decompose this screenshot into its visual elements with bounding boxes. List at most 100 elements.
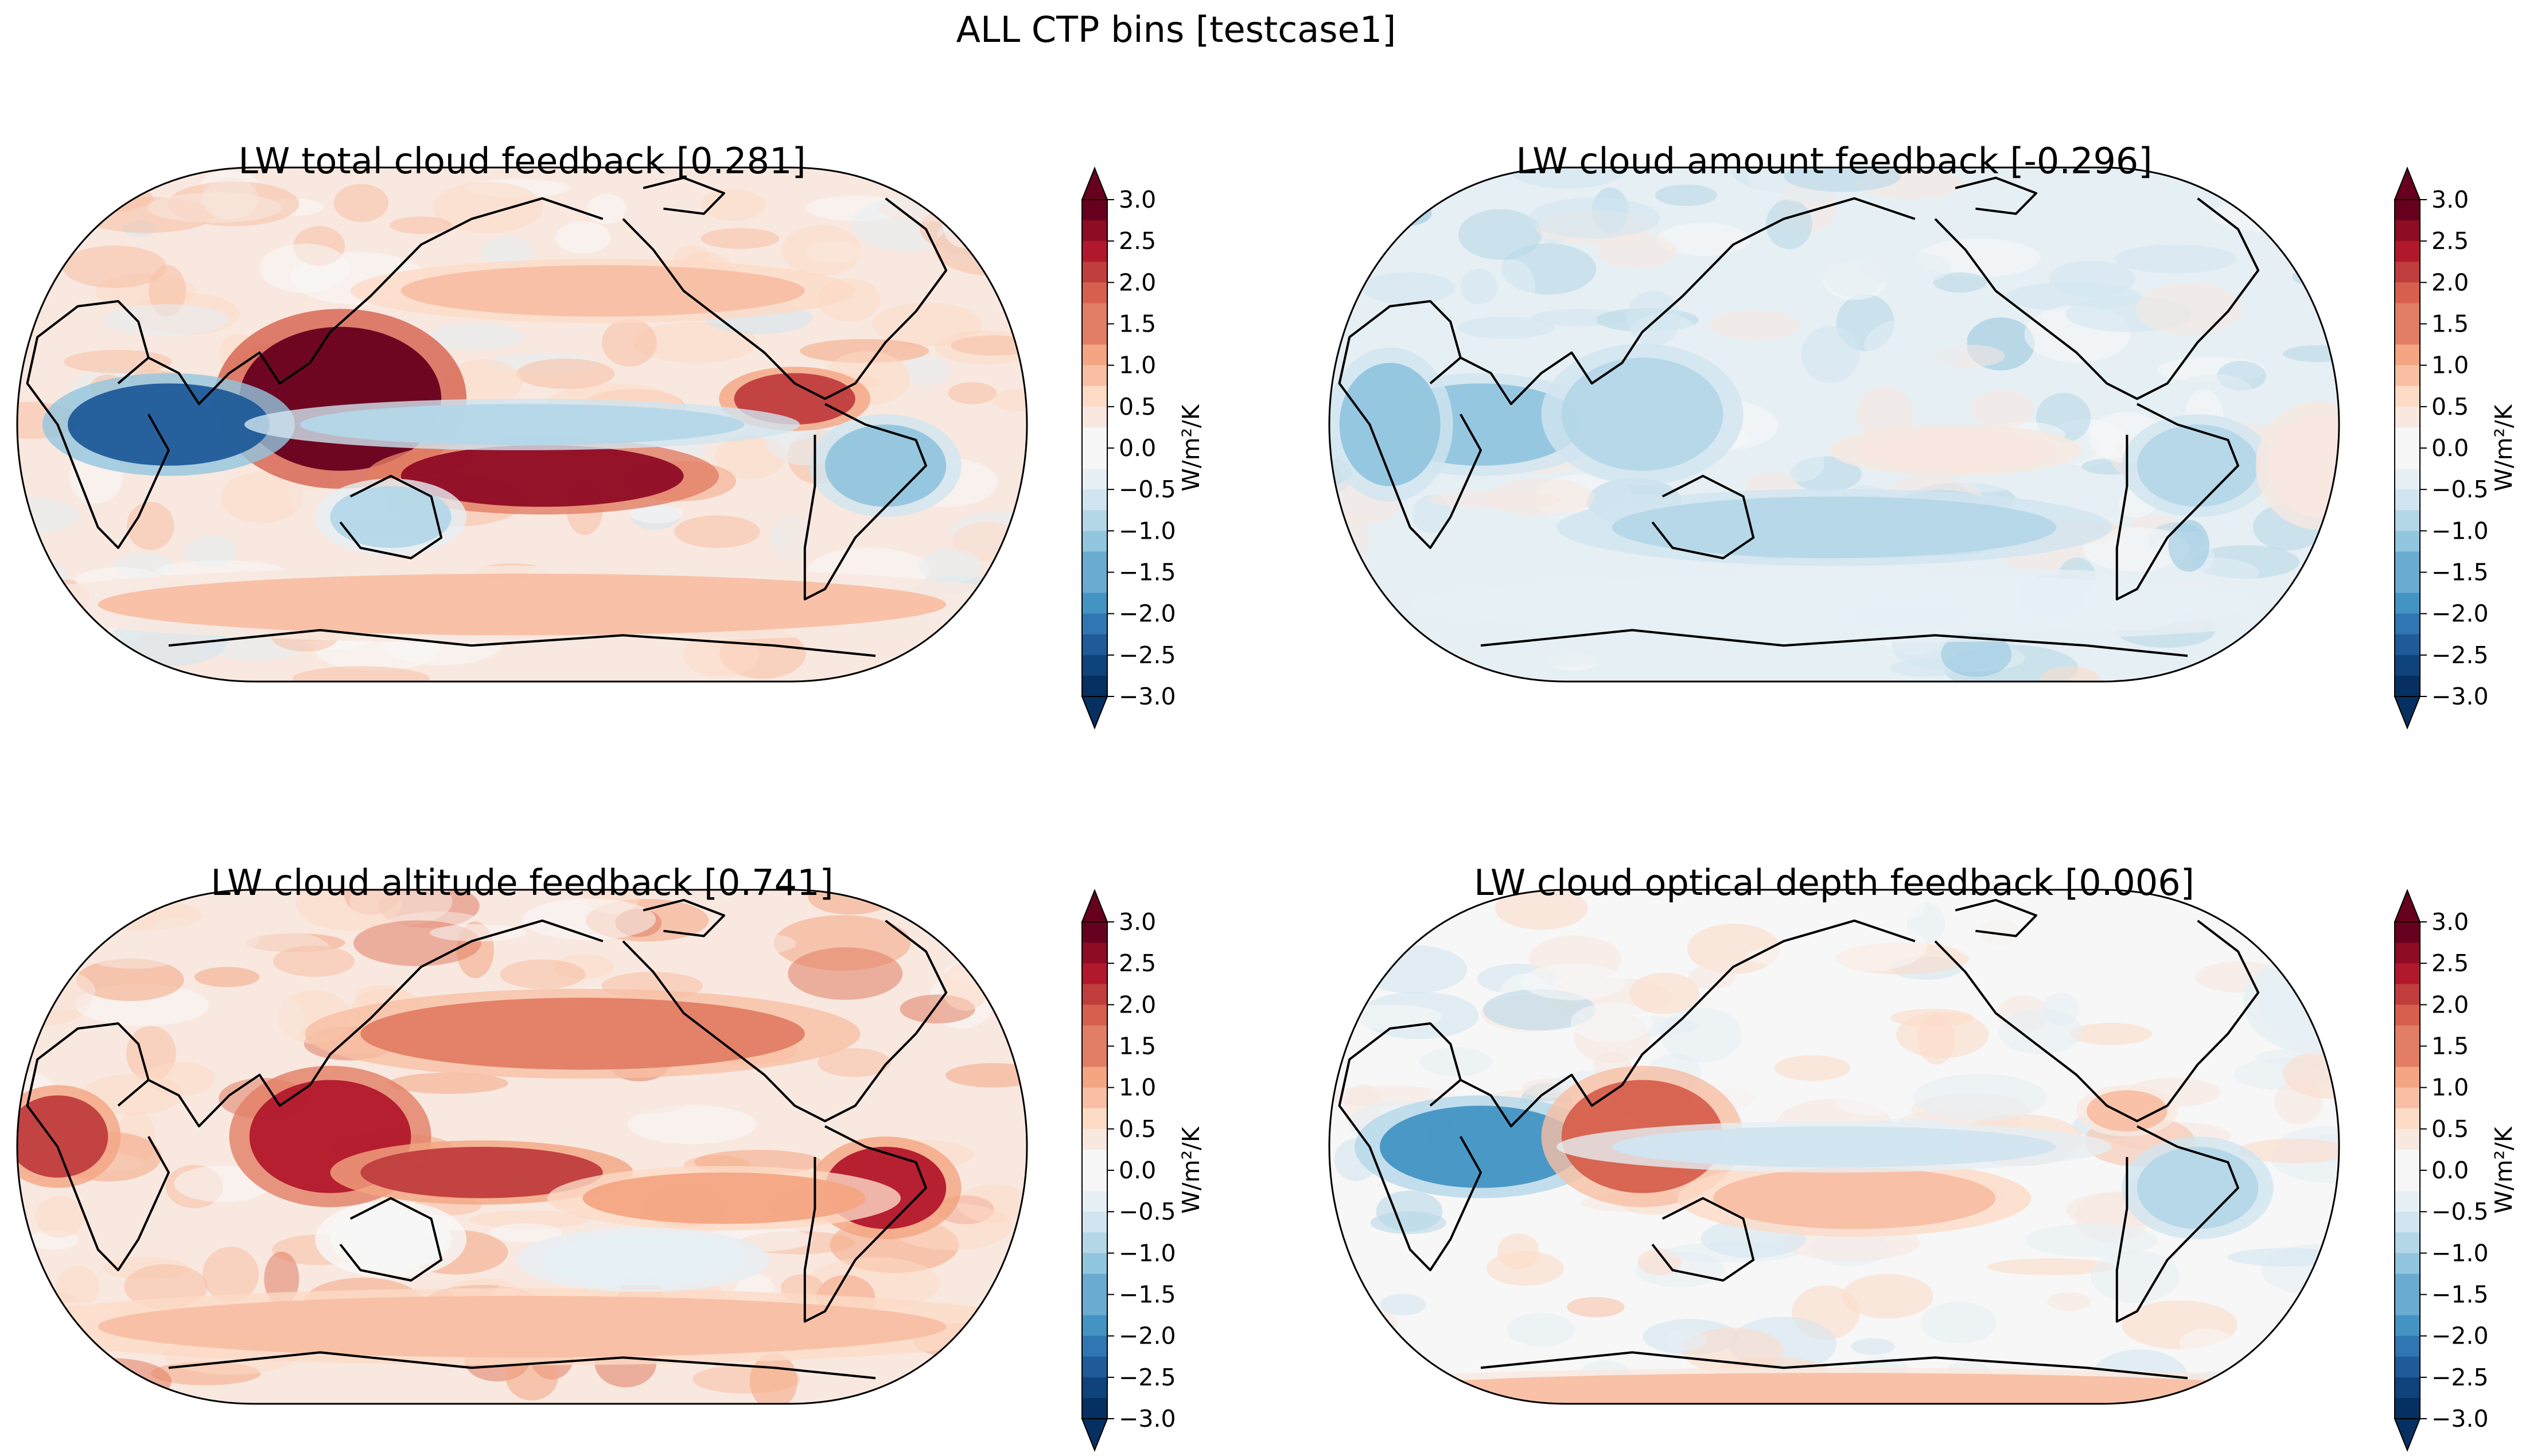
field-blob [1329, 939, 1368, 963]
colorbar-segment [1082, 984, 1107, 1005]
feature-region [2137, 425, 2259, 507]
feature-region [1380, 1105, 1582, 1188]
colorbar-tick-label: 3.0 [1119, 908, 1156, 936]
field-blob [1329, 168, 1392, 180]
colorbar-segment [1082, 1253, 1107, 1275]
colorbar-2: 3.0 2.5 2.0 1.5 1.0 0.5 0.0 −0.5 −1.0 −1.5 −2.0 −2.… [2394, 166, 2517, 730]
colorbar-label: W/m²/K [1177, 1126, 1205, 1214]
field-blob [1913, 1073, 2048, 1122]
colorbar-segment [1082, 572, 1107, 594]
field-blob [500, 959, 586, 989]
field-blob [489, 1223, 562, 1243]
colorbar-tick-label: −0.5 [1119, 1198, 1176, 1225]
map-outline [1328, 166, 2340, 683]
field-blob [1329, 909, 1376, 949]
field-blob [700, 189, 766, 221]
field-blob [928, 645, 964, 669]
field-blob [782, 225, 861, 277]
colorbar-tick-label: 1.0 [1119, 352, 1156, 379]
coastline [1480, 1351, 2188, 1380]
field-blob [1656, 223, 1750, 256]
field-blob [951, 335, 1027, 356]
field-blob [188, 1204, 228, 1254]
colorbar-tick-label: −1.0 [1119, 1239, 1176, 1267]
map-panel-3: LW cloud altitude feedback [0.741] 3.0 2.5… [16, 862, 1205, 1452]
map-panel-4: LW cloud optical depth feedback [0.006] 3… [1328, 862, 2517, 1452]
colorbar-tick-label: 1.5 [1119, 310, 1156, 338]
feature-region [330, 486, 452, 548]
field-blob [1660, 1007, 1742, 1063]
field-blob [674, 515, 760, 548]
colorbar-segment [2395, 1232, 2420, 1253]
coastline [1934, 197, 2260, 400]
colorbar-extend-min [1081, 1418, 1108, 1452]
field-blob [259, 243, 350, 293]
coastline [1955, 898, 2037, 937]
field-blob [912, 890, 984, 935]
feature-region [1561, 357, 1723, 471]
colorbar-segment [1082, 963, 1107, 984]
colorbar-segment [1082, 1066, 1107, 1088]
field-blob [17, 970, 95, 1013]
colorbar-segment [1082, 1046, 1107, 1068]
colorbar-label: W/m²/K [2490, 404, 2517, 492]
colorbar-extend-max [2394, 889, 2421, 922]
field-blob [1803, 921, 1927, 972]
field-blob [1329, 1349, 1410, 1385]
colorbar-segment [2395, 324, 2420, 345]
colorbar-segment [2395, 1025, 2420, 1047]
field-blob [1528, 197, 1660, 239]
colorbar-segment [1082, 510, 1107, 531]
field-blob [103, 304, 229, 336]
field-blob [1951, 906, 2025, 962]
colorbar-tick-label: −2.0 [1119, 1322, 1176, 1350]
colorbar-segment [2395, 427, 2420, 449]
colorbar-tick-label: 0.0 [1119, 1157, 1156, 1184]
panel-title: LW cloud altitude feedback [0.741] [211, 862, 833, 904]
field-blob [1664, 1329, 1707, 1351]
colorbar-segment [2395, 406, 2420, 428]
field-blob [1998, 1009, 2083, 1054]
feature-region [2087, 1090, 2167, 1132]
colorbar-tick-label: −2.5 [1119, 1364, 1176, 1391]
colorbar-segment [1082, 365, 1107, 387]
field-blob [203, 1247, 259, 1302]
feature-region [542, 1234, 745, 1286]
field-blob [2069, 1022, 2153, 1045]
colorbar-segment [1082, 386, 1107, 407]
field-blob [390, 216, 452, 234]
feature-region [17, 1095, 108, 1178]
field-blob [1509, 168, 1625, 189]
colorbar-segment [2395, 943, 2420, 964]
colorbar-segment [1082, 489, 1107, 511]
coastline [26, 1022, 170, 1271]
colorbar-segment [1082, 922, 1107, 943]
field-blob [602, 318, 657, 367]
field-blob [948, 382, 997, 404]
field-blob [1521, 963, 1625, 1000]
field-blob [1770, 986, 1816, 1007]
colorbar-tick-label: −2.5 [2431, 641, 2489, 669]
field-blob [1329, 513, 1369, 571]
colorbar-tick-label: 0.5 [1119, 1115, 1156, 1143]
colorbar-segment [1082, 1212, 1107, 1233]
field-blob [1766, 199, 1812, 250]
feature-region [1410, 573, 2259, 636]
feature-region [2137, 1146, 2259, 1229]
field-blob [87, 943, 181, 969]
feature-region [1339, 363, 1441, 486]
field-blob [1338, 1004, 1442, 1030]
colorbar-segment [2395, 675, 2420, 697]
colorbar-tick-label: 0.5 [2431, 393, 2469, 421]
coastline [147, 919, 604, 1128]
field-blob [586, 194, 627, 224]
field-blob [17, 890, 57, 902]
colorbar-tick-label: 0.0 [1119, 434, 1156, 462]
colorbar-tick-label: 0.5 [2431, 1115, 2469, 1143]
field-blob [1688, 965, 1735, 990]
coastline [1480, 629, 2188, 657]
field-blob [1852, 188, 1979, 228]
field-blob [2049, 260, 2135, 298]
field-blob [970, 624, 1027, 676]
